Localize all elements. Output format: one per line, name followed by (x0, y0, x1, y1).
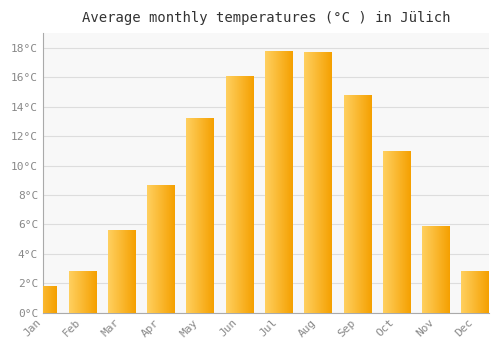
Bar (422, 226, 450, 313)
Bar (186, 119, 214, 313)
Bar (344, 95, 371, 313)
Bar (304, 52, 332, 313)
Bar (462, 272, 489, 313)
Bar (265, 51, 292, 313)
Bar (68, 272, 96, 313)
Bar (147, 185, 174, 313)
Bar (383, 151, 410, 313)
Bar (108, 230, 136, 313)
Title: Average monthly temperatures (°C ) in Jülich: Average monthly temperatures (°C ) in Jü… (82, 11, 450, 25)
Bar (29, 286, 56, 313)
Bar (226, 76, 253, 313)
